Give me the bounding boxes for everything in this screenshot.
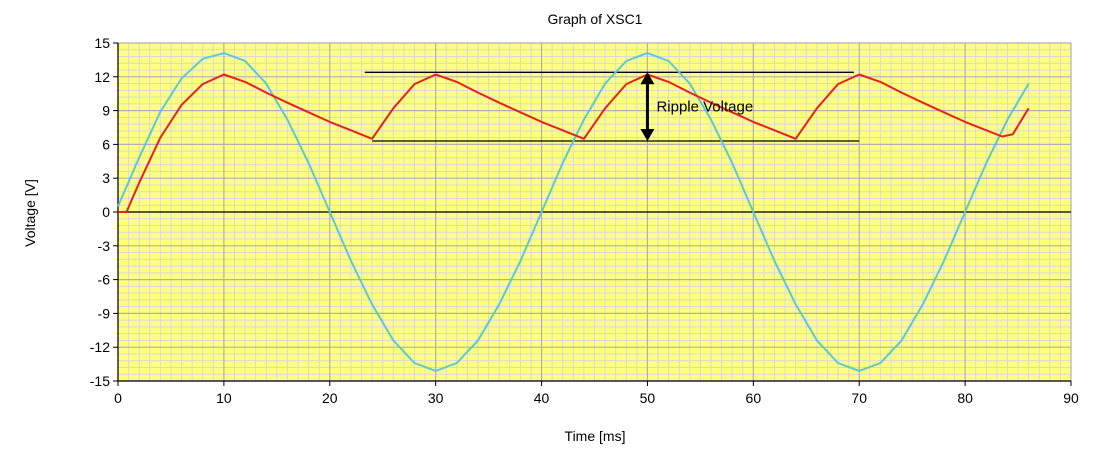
x-tick-label: 40 [534,390,550,406]
y-tick-label: -6 [98,272,111,288]
x-tick-label: 80 [957,390,973,406]
plot-area: 0 10 20 30 40 50 60 70 80 9015129630-3-6-9-12-15R… [90,35,1079,406]
x-tick-label: 10 [216,390,232,406]
ripple-arrow-head-up [640,72,655,85]
y-tick-label: 15 [94,35,110,51]
y-tick-label: -12 [90,339,110,355]
y-tick-label: 0 [102,204,110,220]
x-tick-label: 90 [1063,390,1079,406]
y-tick-label: -3 [98,238,111,254]
y-tick-label: 6 [102,136,110,152]
y-tick-label: -15 [90,373,110,389]
x-tick-label: 20 [322,390,338,406]
chart-title: Graph of XSC1 [548,11,643,27]
ripple-voltage-annotation: Ripple Voltage [656,99,753,116]
x-tick-label: 50 [640,390,656,406]
series-line-2 [118,73,1030,213]
y-tick-label: 12 [94,69,110,85]
y-tick-label: 9 [102,103,110,119]
ripple-arrow-head-down [640,129,655,142]
y-axis-label: Voltage [V] [22,179,38,247]
series-line-1 [117,52,1030,372]
x-tick-label: 70 [851,390,867,406]
x-tick-label: 30 [428,390,444,406]
x-tick-label: 0 [114,390,122,406]
y-tick-label: 3 [102,170,110,186]
x-axis-label: Time [ms] [565,428,626,444]
y-tick-label: -9 [98,305,111,321]
x-tick-label: 60 [746,390,762,406]
